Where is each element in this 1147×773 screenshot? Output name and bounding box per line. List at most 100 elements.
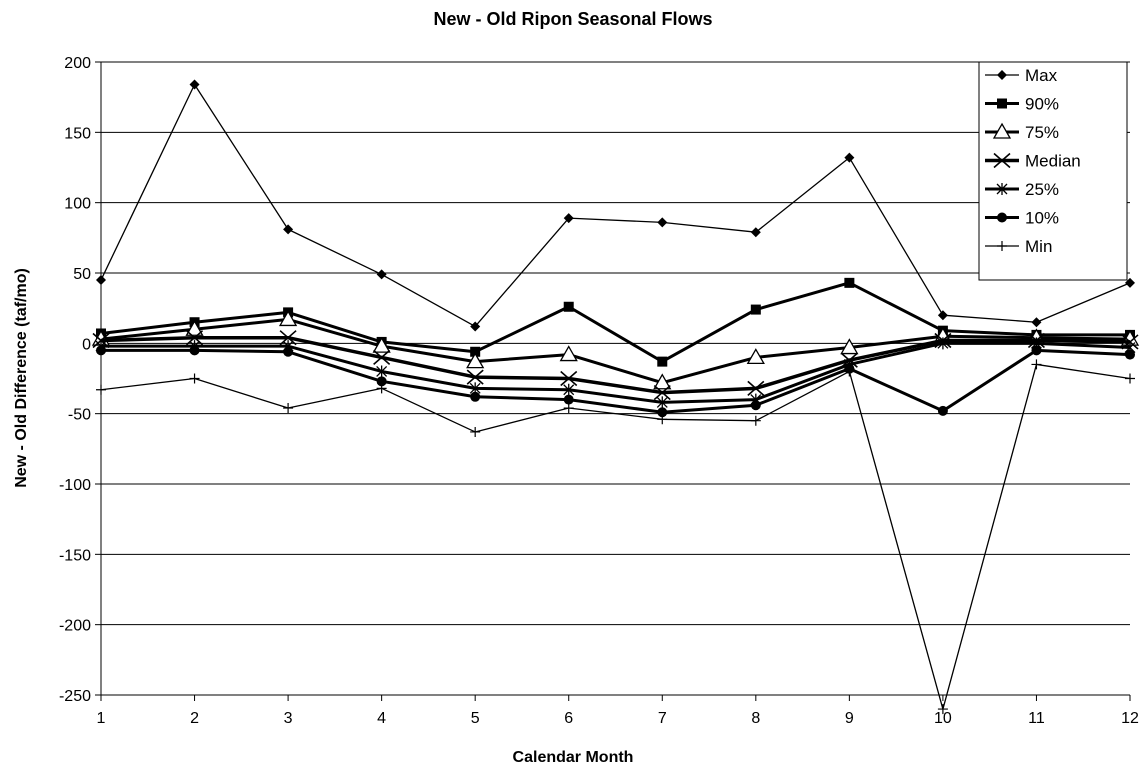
- data-point: [470, 426, 481, 437]
- y-tick-label: -250: [59, 688, 91, 705]
- data-point: [189, 345, 200, 356]
- legend-marker: [992, 122, 1012, 139]
- x-tick-label: 2: [190, 710, 199, 727]
- y-axis-title: New - Old Difference (taf/mo): [13, 268, 30, 488]
- data-point: [563, 403, 574, 414]
- data-point: [283, 346, 294, 357]
- data-point: [750, 227, 761, 238]
- series-line: [100, 317, 1131, 385]
- data-point: [373, 349, 391, 366]
- data-point: [844, 152, 855, 163]
- legend-label: 90%: [1025, 95, 1059, 114]
- data-point: [189, 373, 200, 384]
- data-point: [750, 400, 761, 411]
- legend-item: Min: [985, 237, 1052, 256]
- data-point: [844, 277, 855, 288]
- series-max: [96, 79, 1135, 332]
- data-point: [466, 369, 484, 385]
- data-point: [746, 348, 765, 365]
- y-tick-label: -200: [59, 618, 91, 635]
- x-tick-label: 1: [97, 710, 106, 727]
- data-point: [96, 384, 106, 395]
- data-point: [657, 414, 668, 425]
- x-tick-label: 8: [751, 710, 760, 727]
- x-tick-label: 10: [934, 710, 952, 727]
- y-tick-label: -150: [59, 547, 91, 564]
- x-tick-label: 11: [1028, 710, 1045, 727]
- series-line: [101, 341, 1131, 404]
- data-point: [563, 301, 574, 312]
- y-tick-label: -50: [68, 407, 91, 424]
- gridlines: [101, 61, 1130, 696]
- series-line: [101, 348, 1131, 414]
- legend-label: 10%: [1025, 209, 1059, 228]
- data-point: [750, 415, 761, 426]
- data-point: [750, 304, 761, 315]
- series-min: [96, 359, 1135, 715]
- data-point: [563, 394, 574, 405]
- series-median: [92, 330, 1139, 401]
- x-tick-label: 6: [564, 710, 573, 727]
- data-point: [840, 338, 859, 355]
- data-point: [1031, 345, 1042, 356]
- data-point: [1125, 349, 1135, 360]
- x-axis-title: Calendar Month: [513, 749, 634, 766]
- data-point: [470, 346, 481, 357]
- legend-label: Min: [1025, 237, 1052, 256]
- data-point: [657, 356, 668, 367]
- data-point: [937, 337, 949, 350]
- y-tick-label: 50: [73, 266, 91, 283]
- data-point: [937, 704, 948, 715]
- legend: Max 90% 75% Median 25% 10% Min: [978, 61, 1128, 281]
- y-tick-label: 0: [82, 336, 91, 353]
- data-point: [563, 213, 574, 224]
- data-point: [937, 310, 948, 321]
- legend-box: [978, 61, 1128, 281]
- data-point: [283, 224, 294, 235]
- y-tick-label: 150: [64, 125, 91, 142]
- data-point: [470, 391, 481, 402]
- data-point: [185, 319, 204, 336]
- x-tick-label: 4: [377, 710, 386, 727]
- series-line: [100, 335, 1131, 395]
- series-group: [91, 79, 1140, 715]
- y-tick-label: 200: [64, 55, 91, 72]
- x-tick-label: 9: [845, 710, 854, 727]
- legend-label: 25%: [1025, 180, 1059, 199]
- y-tick-label: 100: [64, 196, 91, 213]
- x-tick-label: 3: [284, 710, 293, 727]
- data-point: [563, 383, 575, 396]
- legend-item: 10%: [985, 209, 1059, 228]
- series-line: [100, 281, 1130, 364]
- x-tick-label: 7: [658, 710, 667, 727]
- chart-title: New - Old Ripon Seasonal Flows: [433, 9, 712, 29]
- legend-marker: [997, 70, 1007, 80]
- data-point: [559, 345, 578, 362]
- data-point: [653, 373, 672, 390]
- data-point: [657, 217, 668, 228]
- data-point: [376, 365, 388, 378]
- legend-item: 25%: [985, 180, 1059, 199]
- data-point: [96, 345, 106, 356]
- legend-label: Max: [1025, 66, 1058, 85]
- legend-marker: [997, 241, 1007, 251]
- data-point: [560, 370, 578, 387]
- data-point: [376, 376, 387, 387]
- data-point: [1031, 317, 1042, 328]
- data-point: [653, 384, 671, 401]
- data-point: [466, 352, 485, 369]
- data-point: [844, 366, 855, 377]
- data-point: [372, 336, 391, 353]
- data-point: [96, 275, 106, 286]
- y-tick-label: -100: [59, 477, 91, 494]
- series-line: [100, 363, 1131, 710]
- data-point: [470, 321, 481, 332]
- data-point: [747, 380, 765, 396]
- data-point: [657, 407, 668, 418]
- axes: [95, 61, 1131, 701]
- data-point: [1125, 373, 1135, 384]
- x-tick-label: 12: [1121, 710, 1139, 727]
- data-point: [283, 403, 294, 414]
